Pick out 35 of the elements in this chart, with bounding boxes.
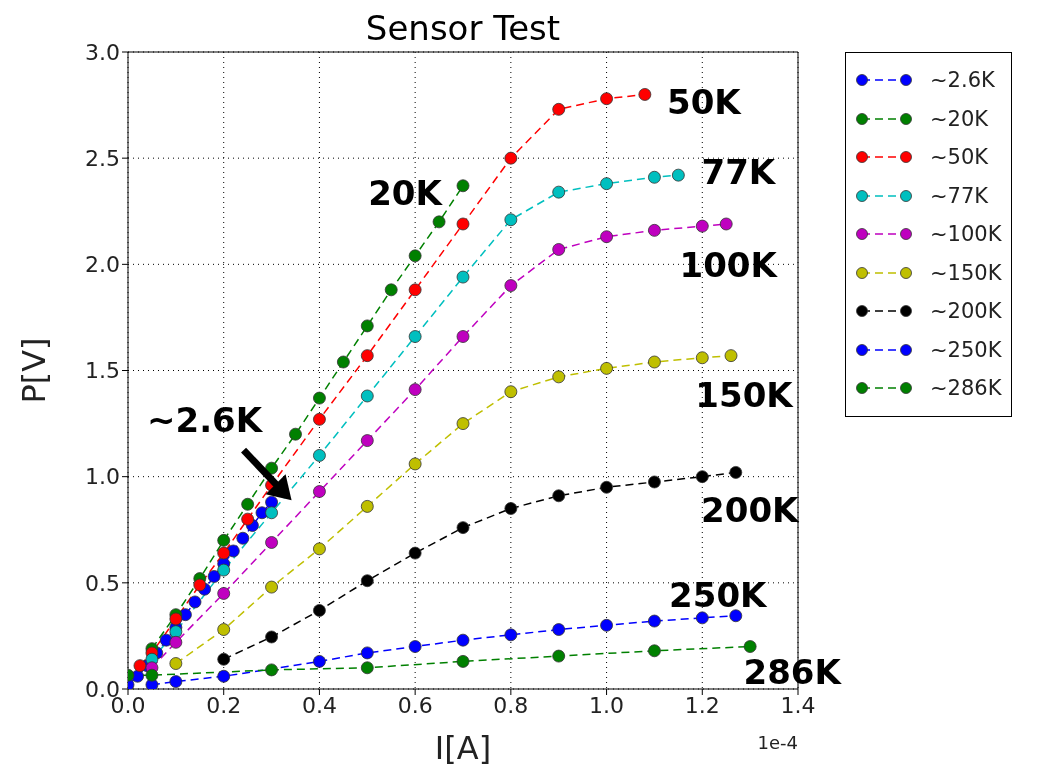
legend-label: ~200K [930, 299, 1002, 324]
legend-label: ~250K [930, 337, 1002, 362]
annotation: 250K [669, 574, 769, 615]
x-tick-label: 1.2 [684, 692, 720, 718]
annotation: ~2.6K [147, 400, 264, 441]
annotation: 20K [368, 172, 444, 213]
legend-label: ~50K [930, 145, 989, 170]
x-tick-label: 0.2 [206, 692, 242, 718]
y-axis-title: P[V] [15, 337, 54, 404]
annotation: 77K [701, 152, 777, 193]
y-tick-label: 0.5 [85, 570, 120, 596]
x-tick-label: 0.4 [301, 692, 337, 718]
x-tick-label: 1.4 [780, 692, 816, 718]
legend-label: ~286K [930, 376, 1002, 401]
annotation: 100K [679, 244, 779, 285]
x-tick-label: 1.0 [589, 692, 625, 718]
text: 1e-4 [757, 732, 798, 753]
annotation: 50K [667, 82, 743, 123]
legend-label: ~77K [930, 183, 989, 208]
y-tick-label: 2.5 [85, 145, 120, 171]
chart-title: Sensor Test [364, 8, 562, 48]
y-tick-label: 1.0 [85, 464, 120, 490]
x-tick-label: 0.8 [493, 692, 529, 718]
legend-label: ~150K [930, 260, 1002, 285]
annotation: 286K [743, 651, 843, 692]
x-tick-label: 0.6 [397, 692, 433, 718]
x-axis-title: I[A] [434, 729, 492, 767]
y-tick-label: 2.0 [85, 252, 120, 278]
annotation: 200K [701, 490, 801, 531]
y-tick-label: 1.5 [85, 358, 120, 384]
y-tick-label: 3.0 [85, 39, 120, 65]
legend-label: ~2.6K [930, 68, 995, 93]
legend-label: ~20K [930, 106, 989, 131]
legend-label: ~100K [930, 222, 1002, 247]
annotation: 150K [695, 374, 795, 415]
